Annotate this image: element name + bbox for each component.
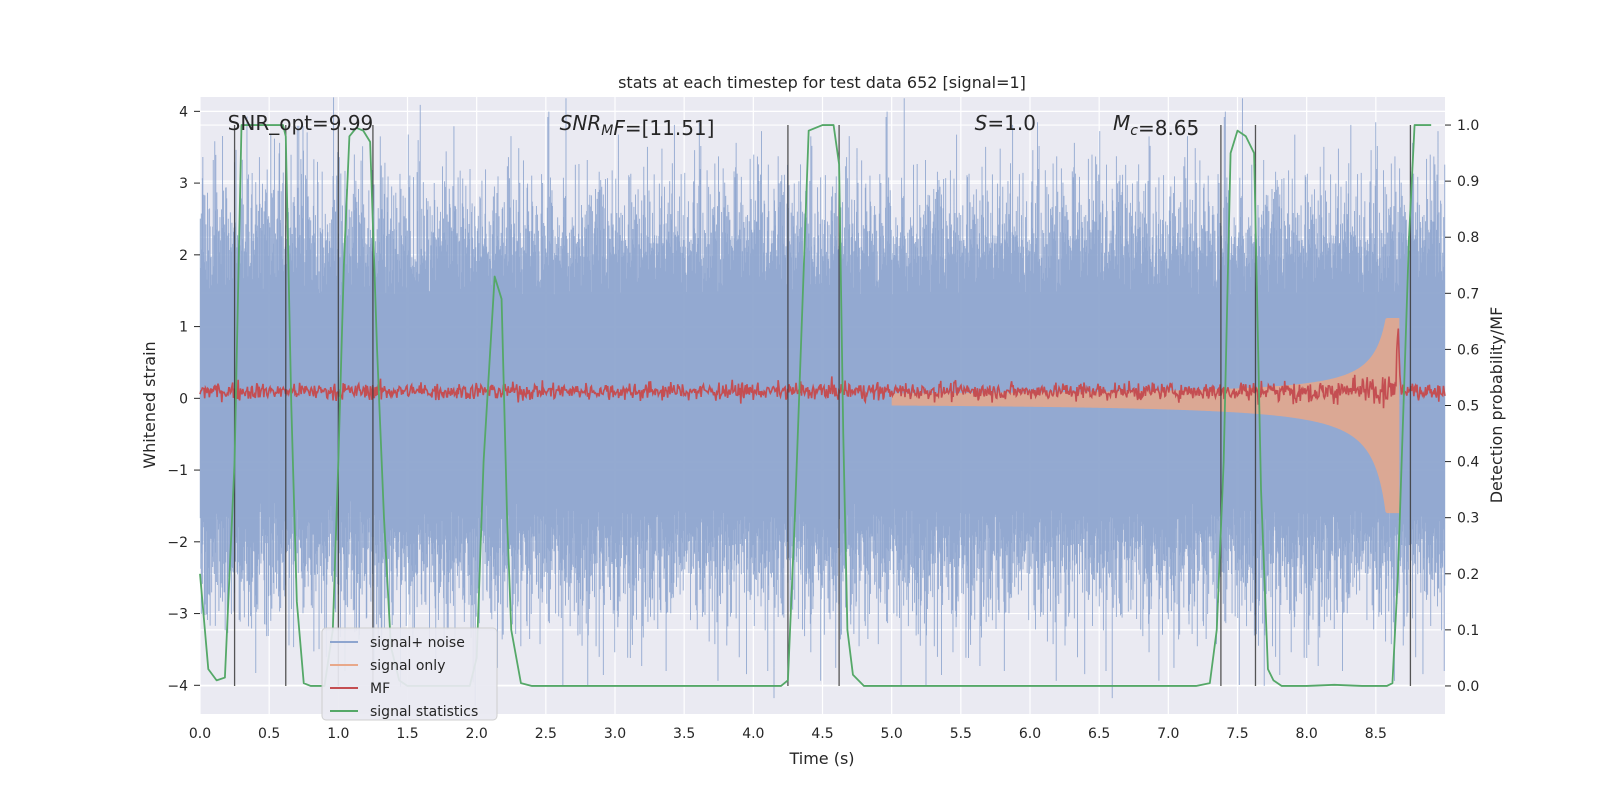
annotation-3: Mc=8.65 xyxy=(1113,111,1199,140)
y-tick-label: 0 xyxy=(179,391,188,407)
mf-line xyxy=(199,328,1446,409)
y-right-tick-label: 0.1 xyxy=(1457,623,1479,639)
annotation-2: S=1.0 xyxy=(975,111,1036,135)
x-tick-label: 0.5 xyxy=(258,726,280,742)
y-axis-title: Whitened strain xyxy=(140,341,159,468)
y-right-tick-label: 0.3 xyxy=(1457,511,1479,527)
y-tick-label: −2 xyxy=(167,535,188,551)
x-tick-label: 4.0 xyxy=(742,726,764,742)
y-right-tick-label: 0.0 xyxy=(1457,679,1479,695)
legend-label: signal+ noise xyxy=(370,635,465,651)
y-right-tick-label: 0.4 xyxy=(1457,455,1479,471)
series-signal-only xyxy=(891,317,1400,514)
x-tick-label: 1.5 xyxy=(396,726,418,742)
legend-label: signal statistics xyxy=(370,704,478,720)
y-right-tick-label: 0.6 xyxy=(1457,342,1479,358)
y-tick-label: 2 xyxy=(179,248,188,264)
signal-only-envelope xyxy=(891,317,1400,514)
y-right-tick-label: 0.5 xyxy=(1457,399,1479,415)
y-axis-right-ticks: 0.0 0.1 0.2 0.3 0.4 0.5 0.6 0.7 0.8 0.9 1.0 xyxy=(1445,118,1479,695)
y-right-tick-label: 0.2 xyxy=(1457,567,1479,583)
x-tick-label: 3.5 xyxy=(673,726,695,742)
chart-title: stats at each timestep for test data 652… xyxy=(618,73,1026,92)
x-tick-label: 0.0 xyxy=(189,726,211,742)
y-tick-label: −1 xyxy=(167,463,188,479)
x-tick-label: 8.5 xyxy=(1365,726,1387,742)
x-tick-label: 8.0 xyxy=(1296,726,1318,742)
y-tick-label: −4 xyxy=(167,678,188,694)
x-tick-label: 7.0 xyxy=(1157,726,1179,742)
annotation-0: SNR_opt=9.99 xyxy=(228,111,374,135)
signal-statistics-line xyxy=(199,124,1432,687)
x-tick-label: 4.5 xyxy=(811,726,833,742)
x-tick-label: 2.0 xyxy=(466,726,488,742)
x-axis-title: Time (s) xyxy=(788,749,854,768)
x-tick-label: 5.0 xyxy=(881,726,903,742)
series-signal-statistics xyxy=(199,124,1432,687)
legend: signal+ noise signal only MF signal statist… xyxy=(321,627,498,721)
y-tick-label: 1 xyxy=(179,320,188,336)
x-tick-label: 2.5 xyxy=(535,726,557,742)
x-tick-label: 6.0 xyxy=(1019,726,1041,742)
y-axis-ticks: −4 −3 −2 −1 0 1 2 3 4 xyxy=(167,104,200,694)
x-tick-label: 5.5 xyxy=(950,726,972,742)
y-right-tick-label: 0.8 xyxy=(1457,230,1479,246)
x-tick-label: 7.5 xyxy=(1226,726,1248,742)
x-tick-label: 3.0 xyxy=(604,726,626,742)
y-right-tick-label: 1.0 xyxy=(1457,118,1479,134)
legend-label: MF xyxy=(370,681,390,697)
legend-label: signal only xyxy=(370,658,445,674)
x-tick-label: 6.5 xyxy=(1088,726,1110,742)
y-right-tick-label: 0.9 xyxy=(1457,174,1479,190)
y-axis-right-title: Detection probability/MF xyxy=(1487,307,1506,504)
x-axis-ticks: 0.0 0.5 1.0 1.5 2.0 2.5 3.0 3.5 4.0 4.5 5.0 5.5 6.0 6… xyxy=(189,726,1387,742)
y-tick-label: −3 xyxy=(167,607,188,623)
x-tick-label: 1.0 xyxy=(327,726,349,742)
series-mf xyxy=(199,328,1446,409)
y-tick-label: 4 xyxy=(179,104,188,120)
annotations: SNR_opt=9.99 SNRMF=[11.51] S=1.0 Mc=8.65 xyxy=(228,111,1200,140)
legend-box xyxy=(321,627,498,721)
y-tick-label: 3 xyxy=(179,176,188,192)
y-right-tick-label: 0.7 xyxy=(1457,286,1479,302)
annotation-1: SNRMF=[11.51] xyxy=(560,111,715,140)
